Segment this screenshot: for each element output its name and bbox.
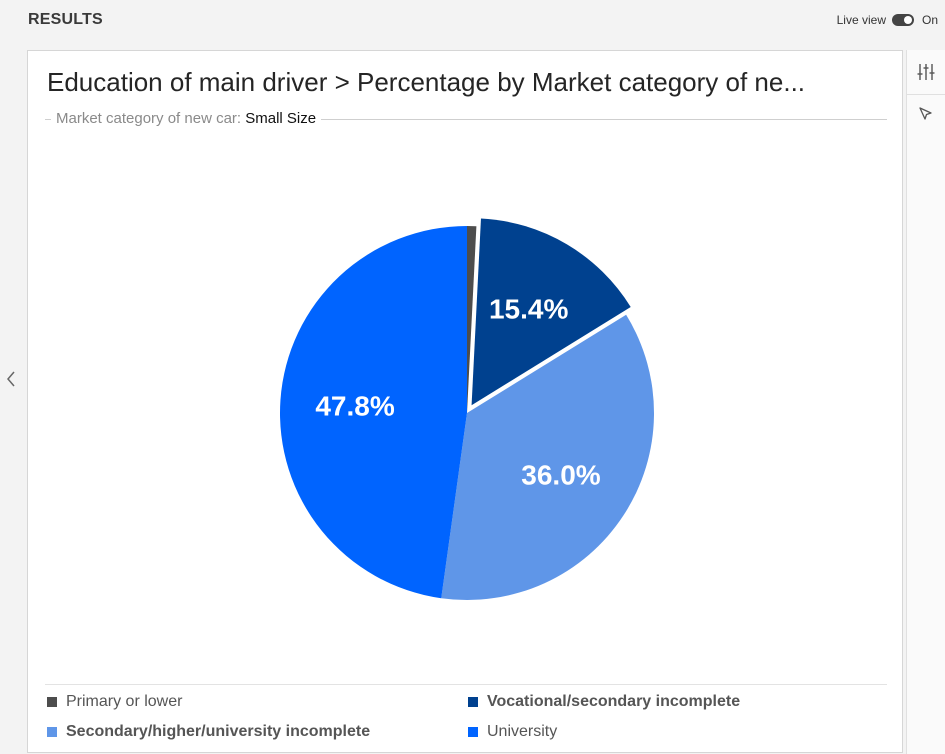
legend-label: Secondary/higher/university incomplete [66,723,371,740]
filter-row: Market category of new car: Small Size [45,109,887,129]
legend-item-vocational-secondary-incomplete[interactable]: Vocational/secondary incomplete [468,693,740,711]
right-toolbar [906,50,945,754]
legend-swatch [468,727,478,737]
cursor-select-icon [919,107,932,120]
pie-slice-university[interactable] [279,226,467,599]
live-view-control: Live view On [837,13,938,27]
data-label-university: 47.8% [315,390,394,421]
data-label-vocational-secondary-incomplete: 15.4% [489,294,568,325]
results-header: RESULTS Live view On [0,0,945,40]
data-label-secondary-higher-university-incomplete: 36.0% [521,459,600,490]
pie-chart: 15.4% 36.0% 47.8% [279,218,654,600]
legend-item-primary-or-lower[interactable]: Primary or lower [47,693,182,711]
legend-divider [45,684,887,685]
legend-swatch [47,727,57,737]
legend-swatch [468,697,478,707]
legend-item-secondary-higher-university-incomplete[interactable]: Secondary/higher/university incomplete [47,723,370,741]
chart-title: Education of main driver > Percentage by… [47,67,806,97]
chevron-left-icon[interactable] [4,368,18,390]
results-title: RESULTS [28,11,103,28]
filter-text: Market category of new car: Small Size [51,110,322,127]
toggle-knob [903,16,912,24]
pie-slice-secondary-higher-university-incomplete[interactable] [441,314,654,600]
pie-slice-vocational-secondary-incomplete[interactable] [471,218,631,406]
filter-divider [45,119,887,120]
live-view-toggle[interactable] [891,14,914,26]
select-mode-button[interactable] [907,95,945,133]
legend-label: University [487,723,558,740]
chart-panel: Education of main driver > Percentage by… [27,50,903,753]
legend-label: Vocational/secondary incomplete [487,693,741,710]
filter-value: Small Size [245,110,317,127]
legend-label: Primary or lower [66,693,183,710]
toolbar-divider [907,94,945,95]
filter-label: Market category of new car: [56,110,242,127]
chart-settings-button[interactable] [907,53,945,91]
legend-swatch [47,697,57,707]
live-view-label: Live view [836,13,886,27]
sliders-icon [917,64,935,80]
live-view-state: On [921,13,938,27]
legend-item-university[interactable]: University [468,723,557,741]
pie-slice-primary-or-lower[interactable] [467,226,477,413]
